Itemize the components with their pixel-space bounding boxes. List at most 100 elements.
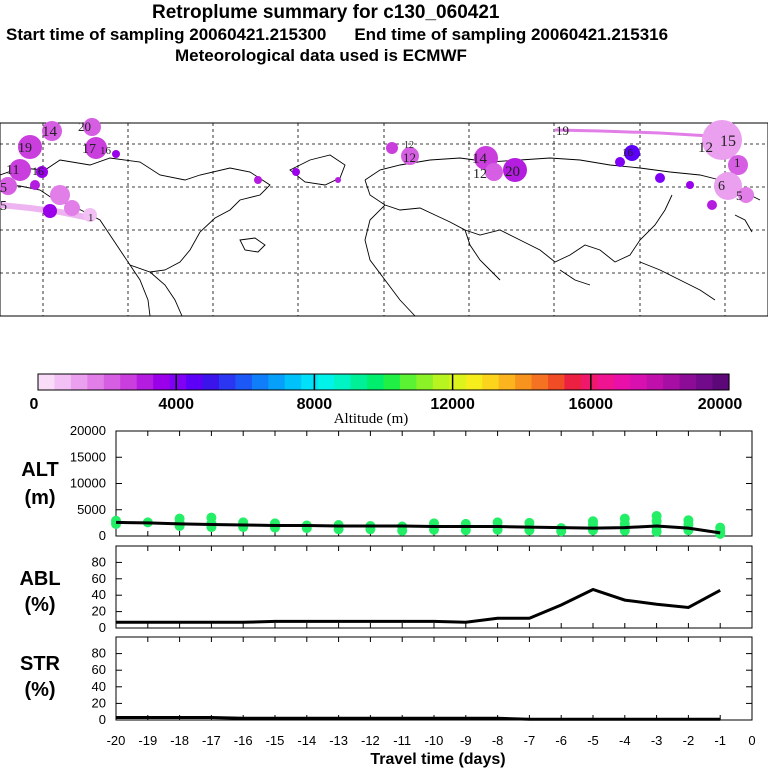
colorbar-swatch xyxy=(383,374,401,390)
colorbar-frame xyxy=(37,373,730,391)
colorbar-tick-label: 12000 xyxy=(430,396,475,413)
plume-marker xyxy=(386,142,398,154)
y-tick-label: 5000 xyxy=(77,502,106,517)
plume-marker xyxy=(112,150,120,158)
colorbar-swatch xyxy=(153,374,171,390)
plume-label: 12 xyxy=(403,150,416,165)
plume-label: 20 xyxy=(78,119,91,134)
plume-trail xyxy=(554,128,711,138)
panel-alt: 20000 15000 10000 5000 0 ALT (m) xyxy=(21,423,753,543)
plume-marker xyxy=(738,187,754,203)
y-tick-label: 20 xyxy=(92,604,106,619)
met-data-note: Meteorological data used is ECMWF xyxy=(175,46,467,65)
colorbar-swatch xyxy=(712,374,730,390)
colorbar-swatch xyxy=(465,374,483,390)
plume-label: 5 xyxy=(0,181,7,196)
colorbar-swatch xyxy=(449,374,467,390)
x-tick-label: -10 xyxy=(425,733,444,748)
plume-label: 14 xyxy=(472,151,488,167)
x-tick-label: -16 xyxy=(234,733,253,748)
x-tick-label: -11 xyxy=(393,733,411,748)
plume-marker xyxy=(43,204,57,218)
x-tick-label: -12 xyxy=(361,733,380,748)
panel-frame xyxy=(115,545,753,629)
plume-label: 19 xyxy=(18,141,32,156)
x-tick-label: -13 xyxy=(329,733,348,748)
scatter-point xyxy=(397,525,408,536)
plume-marker xyxy=(0,177,17,195)
y-tick-label: 0 xyxy=(99,712,106,727)
colorbar-swatch xyxy=(548,374,566,390)
plume-label: 5 xyxy=(0,199,7,214)
x-tick-label: -8 xyxy=(492,733,504,748)
plume-marker xyxy=(615,157,625,167)
colorbar-swatch xyxy=(54,374,72,390)
y-axis-label-top: STR xyxy=(20,653,61,675)
plume-marker xyxy=(686,181,694,189)
colorbar-swatch xyxy=(251,374,269,390)
series-line xyxy=(116,716,721,721)
x-tick-label: -6 xyxy=(555,733,567,748)
colorbar-swatch xyxy=(679,374,697,390)
x-axis-label: Travel time (days) xyxy=(370,751,505,768)
colorbar-swatch xyxy=(284,374,302,390)
colorbar-swatch xyxy=(334,374,352,390)
plume-marker xyxy=(85,137,107,159)
plume-label: 16 xyxy=(32,164,44,178)
colorbar-swatch xyxy=(613,374,631,390)
plume-marker xyxy=(83,208,97,222)
y-axis-label-bottom: (m) xyxy=(24,487,55,509)
plume-label: 20 xyxy=(505,164,520,180)
y-axis-label-bottom: (%) xyxy=(24,594,55,616)
colorbar-swatch xyxy=(202,374,220,390)
x-tick-label: -14 xyxy=(297,733,316,748)
x-tick-label: -4 xyxy=(619,733,631,748)
sampling-times: Start time of sampling 20060421.215300 En… xyxy=(6,25,768,45)
scatter-point xyxy=(715,528,726,539)
plume-label: 5 xyxy=(736,188,743,203)
plume-marker xyxy=(292,168,300,176)
y-tick-label: 15000 xyxy=(70,449,106,464)
plume-marker xyxy=(707,200,717,210)
colorbar-swatch xyxy=(432,374,450,390)
y-tick-label: 80 xyxy=(92,646,106,661)
scatter-point xyxy=(492,517,503,528)
colorbar-swatch xyxy=(136,374,154,390)
colorbar-swatch xyxy=(218,374,237,390)
x-tick-label: -19 xyxy=(138,733,157,748)
colorbar-swatch xyxy=(87,374,105,390)
y-tick-label: 80 xyxy=(92,554,106,569)
plume-marker xyxy=(335,177,341,183)
plume-marker xyxy=(485,163,503,181)
y-tick-label: 40 xyxy=(92,587,106,602)
plume-label: 1 xyxy=(88,212,94,224)
y-tick-label: 60 xyxy=(92,662,106,677)
colorbar-tick-label: 8000 xyxy=(297,396,333,413)
x-tick-label: -15 xyxy=(266,733,285,748)
x-tick-label: -9 xyxy=(460,733,472,748)
x-tick-label: -5 xyxy=(587,733,599,748)
colorbar-label: Altitude (m) xyxy=(334,411,409,427)
scatter-point xyxy=(524,517,535,528)
plume-label: 11 xyxy=(6,163,19,178)
plume-marker xyxy=(728,155,748,175)
colorbar-tick-label: 16000 xyxy=(569,396,614,413)
plume-marker xyxy=(18,135,42,159)
plume-label: 12 xyxy=(404,140,414,151)
plume-marker xyxy=(655,173,665,183)
colorbar-swatch xyxy=(498,374,516,390)
colorbar-swatch xyxy=(120,374,138,390)
plume-marker xyxy=(401,147,419,165)
plume-label: 16 xyxy=(622,147,634,159)
y-tick-label: 0 xyxy=(99,620,106,635)
plume-marker xyxy=(64,200,80,216)
colorbar-swatch xyxy=(367,374,385,390)
colorbar-swatch xyxy=(169,374,187,390)
plume-marker xyxy=(50,185,70,205)
end-time: End time of sampling 20060421.215316 xyxy=(354,25,669,44)
